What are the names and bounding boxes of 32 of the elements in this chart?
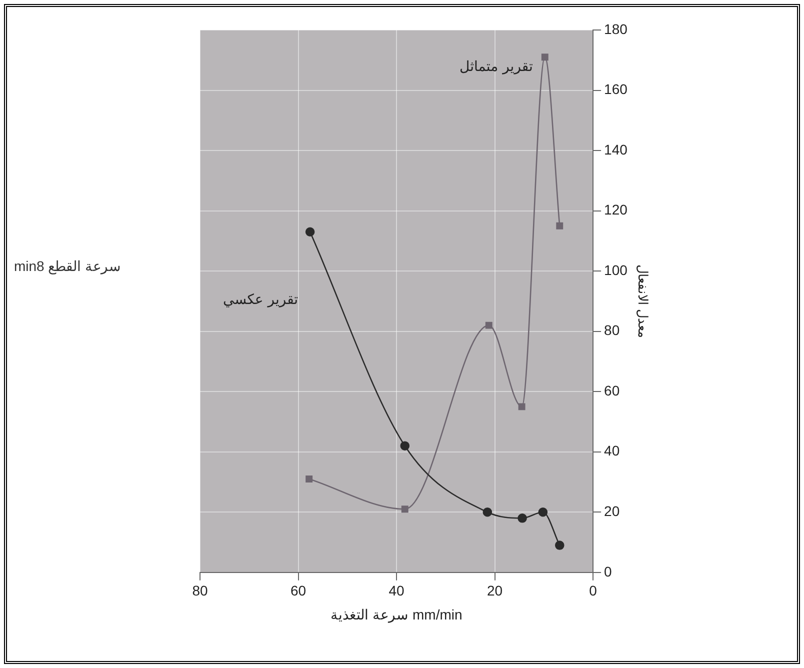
point [305,227,315,237]
y-axis-title: معدل الانفعال [636,264,651,338]
x-tick-label: 60 [290,582,306,599]
y-tick-label: 60 [604,382,620,398]
x-tick-label: 40 [388,582,405,599]
point [541,54,548,61]
x-axis-title: سرعة التغذية mm/min [330,606,462,624]
y-tick-label: 20 [604,502,620,519]
text: سرعة القطع min8 [14,258,122,274]
x-tick-label: 80 [192,582,208,599]
point [538,507,548,517]
y-tick-label: 120 [604,202,628,218]
point [518,403,526,410]
y-tick-label: 0 [604,563,612,580]
point [306,476,313,482]
y-tick-label: 180 [604,20,628,37]
x-tick-label: 20 [486,582,503,599]
point [518,514,527,523]
series-label: تقرير متماثل [460,59,533,76]
point [401,506,408,513]
point [400,441,410,450]
y-tick-label: 100 [604,262,628,278]
y-tick-label: 140 [604,141,628,158]
point [554,540,564,550]
y-tick-label: 80 [604,322,620,338]
point [485,322,492,329]
y-tick-label: 40 [604,442,620,459]
text: تقرير عكسي [223,292,298,308]
point [482,507,492,517]
point [556,222,564,230]
y-tick-label: 160 [604,81,628,98]
x-tick-label: 0 [589,582,598,599]
